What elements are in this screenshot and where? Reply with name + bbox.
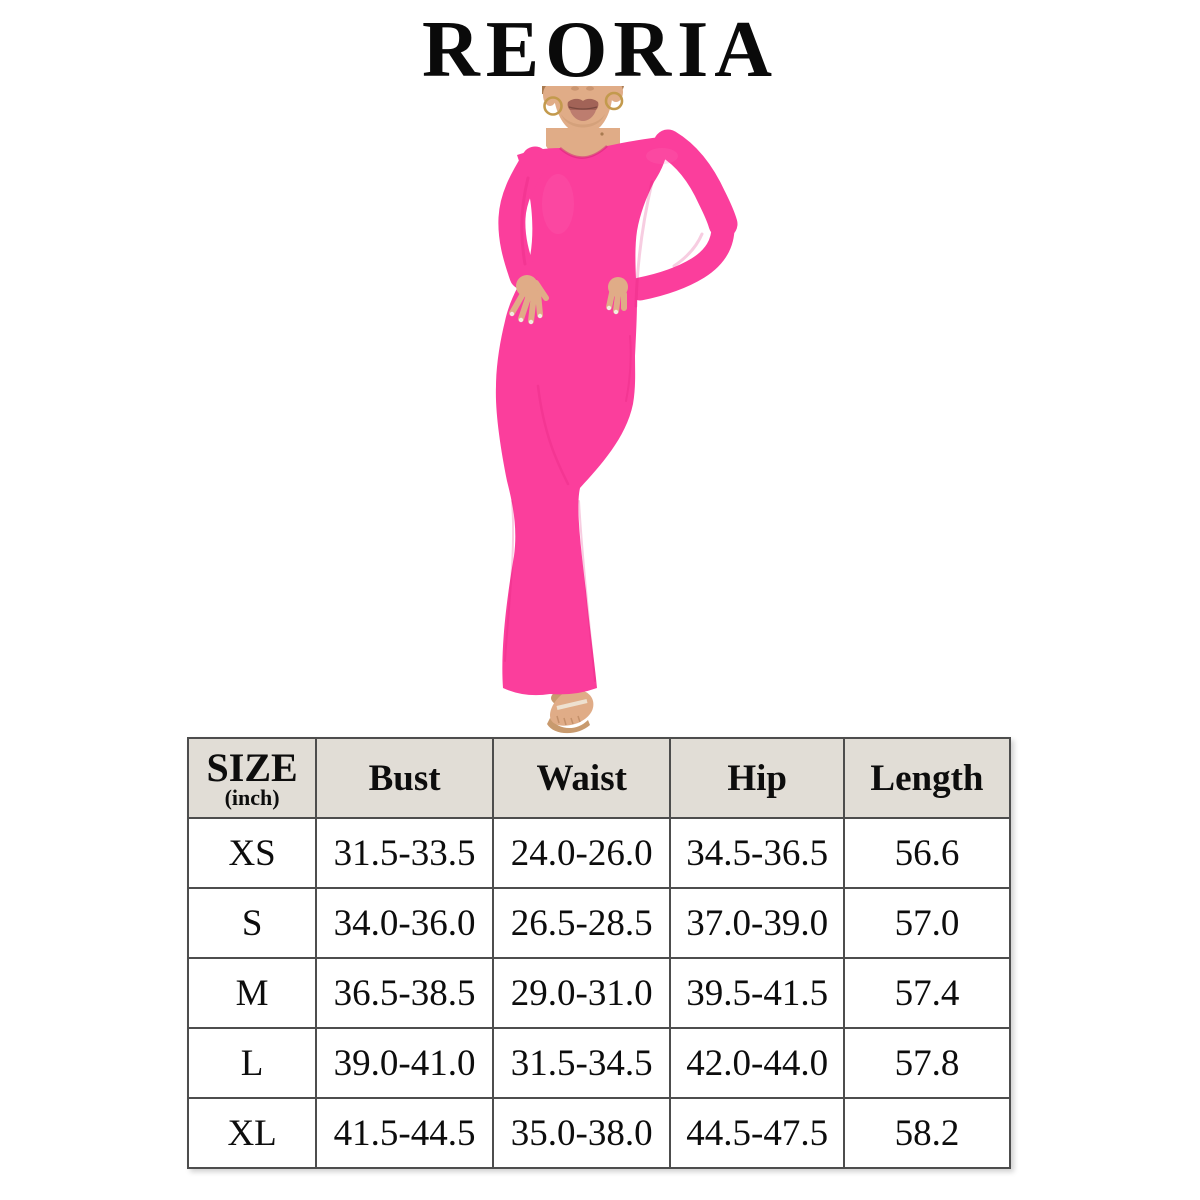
header-row: SIZE (inch) Bust Waist Hip Length (186, 737, 1012, 819)
size-label: L (186, 1027, 318, 1099)
size-row-xs: XS 31.5-33.5 24.0-26.0 34.5-36.5 56.6 (186, 817, 1012, 889)
size-header-label: SIZE (206, 745, 298, 791)
length-value: 57.8 (842, 1027, 1012, 1099)
hip-value: 37.0-39.0 (669, 887, 845, 959)
length-value: 58.2 (842, 1097, 1012, 1169)
size-row-l: L 39.0-41.0 31.5-34.5 42.0-44.0 57.8 (186, 1027, 1012, 1099)
col-header-bust: Bust (315, 737, 494, 819)
nostril-right (586, 86, 594, 91)
col-header-waist: Waist (491, 737, 672, 819)
col-header-length: Length (842, 737, 1012, 819)
hoop-earring-left (543, 96, 563, 116)
brand-title: REORIA (421, 6, 779, 94)
beauty-mark (600, 132, 604, 136)
size-unit-note: (inch) (224, 785, 280, 811)
hip-value: 39.5-41.5 (669, 957, 845, 1029)
size-label: XS (186, 817, 318, 889)
sleeve-right-forearm (628, 212, 735, 301)
col-header-size: SIZE (inch) (186, 737, 318, 819)
bust-value: 36.5-38.5 (315, 957, 494, 1029)
bust-value: 39.0-41.0 (315, 1027, 494, 1099)
col-header-hip: Hip (669, 737, 845, 819)
waist-value: 29.0-31.0 (491, 957, 672, 1029)
jaw-shadow (561, 114, 605, 128)
dress (495, 136, 670, 696)
length-value: 57.0 (842, 887, 1012, 959)
size-chart-table: SIZE (inch) Bust Waist Hip Length XS 31.… (186, 737, 1012, 1169)
length-value: 56.6 (842, 817, 1012, 889)
dress-shading (504, 148, 704, 682)
size-row-xl: XL 41.5-44.5 35.0-38.0 44.5-47.5 58.2 (186, 1097, 1012, 1169)
waist-value: 26.5-28.5 (491, 887, 672, 959)
waist-value: 31.5-34.5 (491, 1027, 672, 1099)
bust-value: 41.5-44.5 (315, 1097, 494, 1169)
size-row-s: S 34.0-36.0 26.5-28.5 37.0-39.0 57.0 (186, 887, 1012, 959)
size-label: S (186, 887, 318, 959)
left-hand (509, 275, 549, 325)
length-value: 57.4 (842, 957, 1012, 1029)
model-figure (495, 86, 738, 734)
waist-value: 35.0-38.0 (491, 1097, 672, 1169)
right-hand (606, 277, 628, 315)
lips (567, 98, 599, 121)
bust-value: 34.0-36.0 (315, 887, 494, 959)
bust-value: 31.5-33.5 (315, 817, 494, 889)
size-label: XL (186, 1097, 318, 1169)
hip-value: 44.5-47.5 (669, 1097, 845, 1169)
product-photo (440, 86, 760, 736)
collar (559, 145, 608, 159)
hip-value: 42.0-44.0 (669, 1027, 845, 1099)
sandal-foot (547, 689, 594, 734)
waist-value: 24.0-26.0 (491, 817, 672, 889)
hoop-earring-right (604, 91, 624, 111)
sleeve-left (498, 146, 549, 290)
size-label: M (186, 957, 318, 1029)
nostril-left (571, 86, 579, 91)
size-row-m: M 36.5-38.5 29.0-31.0 39.5-41.5 57.4 (186, 957, 1012, 1029)
hip-value: 34.5-36.5 (669, 817, 845, 889)
